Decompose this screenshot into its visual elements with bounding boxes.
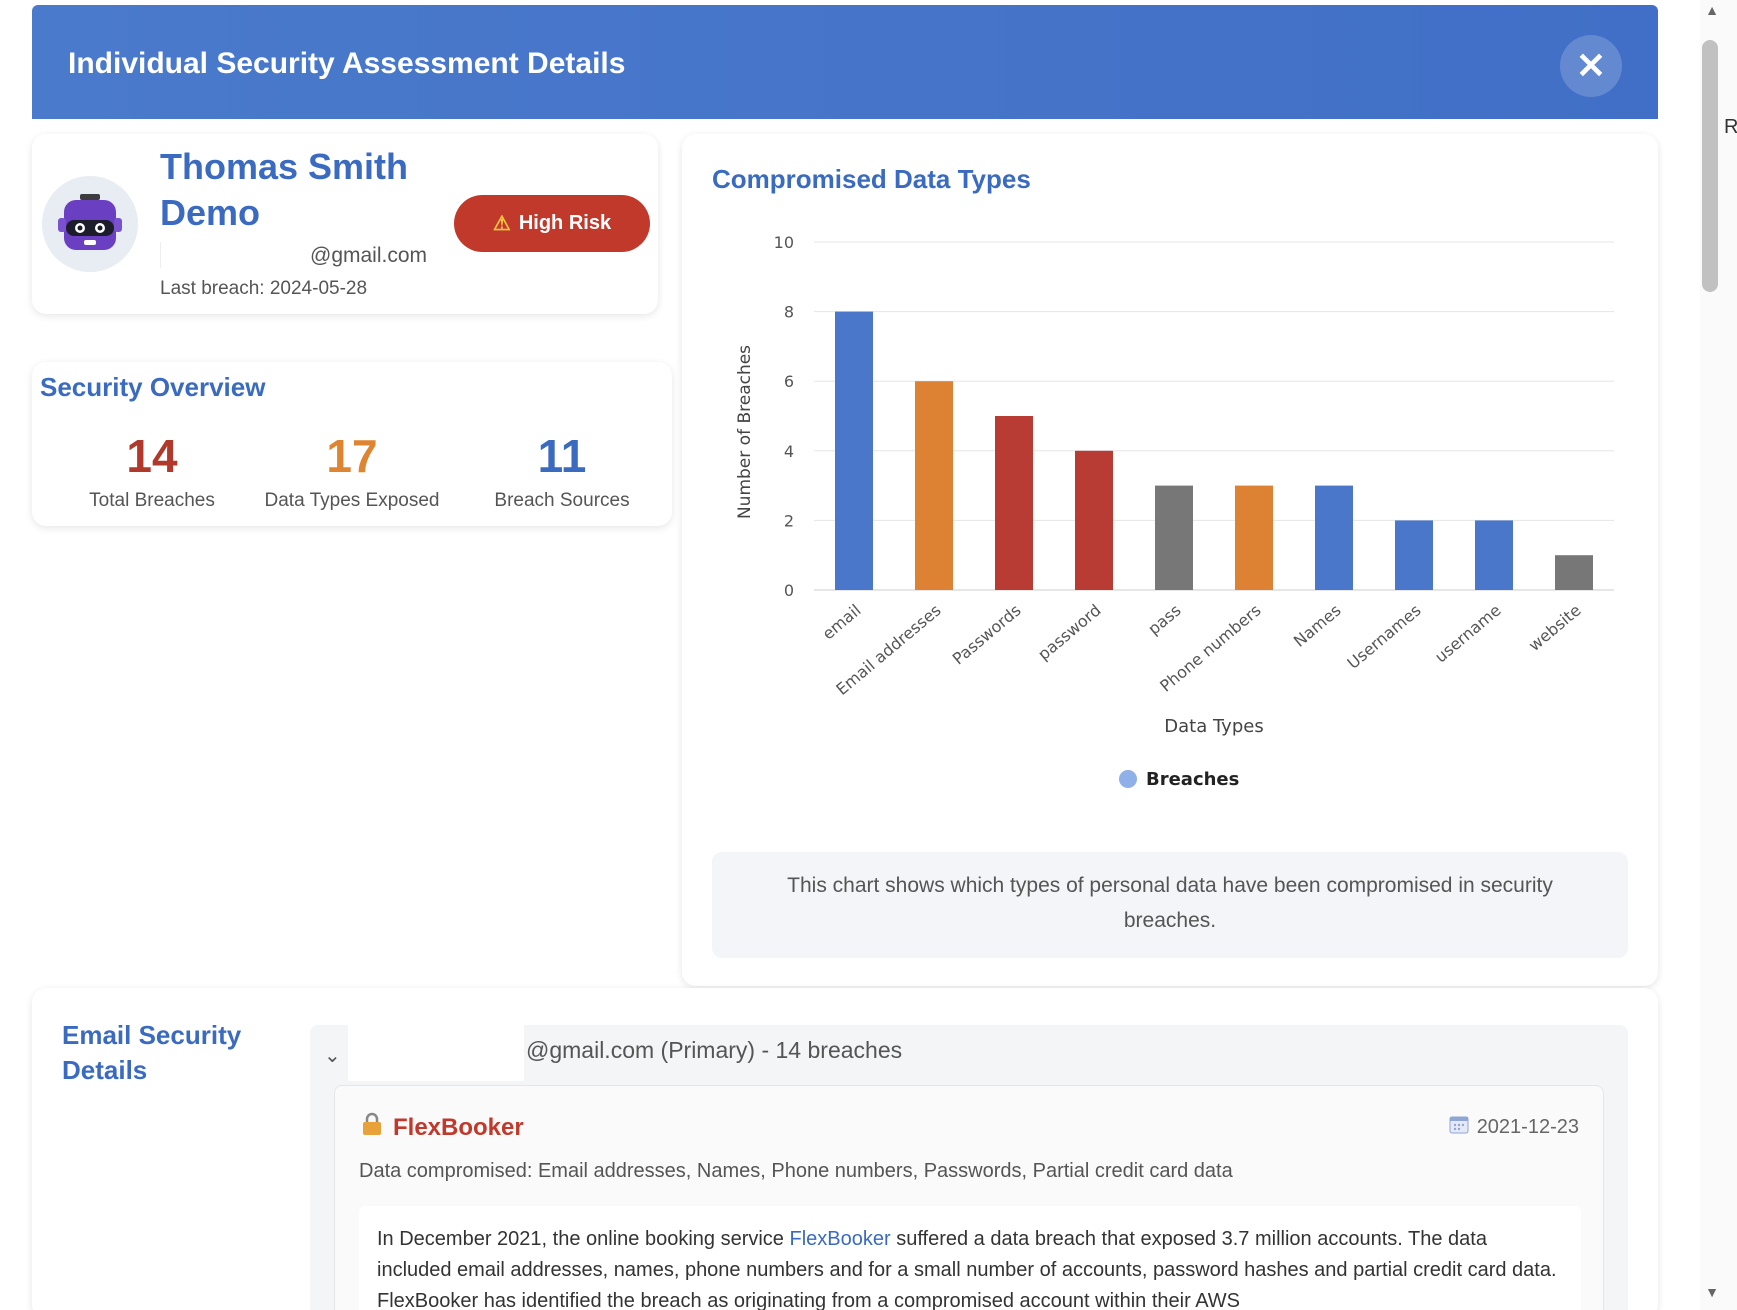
chart-title: Compromised Data Types (712, 164, 1031, 194)
profile-email: @gmail.com (160, 242, 464, 270)
chart-note: This chart shows which types of personal… (712, 852, 1628, 958)
legend-marker (1119, 770, 1137, 788)
x-axis-label: Data Types (1164, 716, 1263, 737)
robot-avatar-icon (42, 176, 138, 272)
bar (1555, 555, 1593, 590)
bar (1075, 450, 1113, 590)
compromised-data-chart-card: Compromised Data Types 0 2 4 6 8 10 email Email… (682, 134, 1658, 986)
x-tick-label: pass (1144, 601, 1184, 639)
x-tick-label: email (819, 601, 865, 644)
desc-after: suffered a data breach that exposed 3.7 … (377, 1228, 1557, 1310)
y-tick-label: 10 (774, 233, 794, 252)
x-tick-label: password (1034, 601, 1104, 664)
chevron-down-icon[interactable]: ⌄ (324, 1045, 341, 1067)
bar (1475, 520, 1513, 590)
stat-breach-sources: 11 Breach Sources (482, 430, 642, 512)
close-button[interactable]: ✕ (1560, 35, 1622, 97)
bar (1235, 485, 1273, 590)
y-tick-label: 8 (784, 303, 794, 322)
y-tick-label: 2 (784, 511, 794, 530)
email-security-card: Email Security Details ⌄ @gmail.com (Pri… (32, 988, 1658, 1310)
bar (1315, 485, 1353, 590)
account-email-redaction (348, 1025, 524, 1081)
stat-value: 14 (126, 430, 178, 482)
x-tick-label: website (1525, 601, 1585, 655)
warning-icon: ⚠ (492, 213, 511, 235)
x-tick-label: Names (1290, 601, 1345, 651)
bar (835, 311, 873, 590)
stat-data-types-exposed: 17 Data Types Exposed (252, 430, 452, 512)
background-edge-text: Ri (1724, 116, 1737, 138)
bar (995, 416, 1033, 590)
scroll-thumb[interactable] (1702, 40, 1718, 292)
breach-date: 2021-12-23 (1449, 1114, 1579, 1140)
bar (915, 381, 953, 590)
modal-header: Individual Security Assessment Details ✕ (32, 5, 1658, 119)
y-axis-label: Number of Breaches (735, 345, 755, 519)
breach-name: FlexBooker (361, 1112, 524, 1143)
stat-total-breaches: 14 Total Breaches (62, 430, 242, 512)
x-tick-label: username (1431, 601, 1504, 667)
calendar-icon (1449, 1114, 1469, 1140)
stat-value: 11 (537, 430, 587, 482)
breach-item: FlexBooker 2021-12-23 Data compromised: … (334, 1085, 1604, 1310)
email-account-panel: ⌄ @gmail.com (Primary) - 14 breaches Fle… (310, 1025, 1628, 1310)
modal-title: Individual Security Assessment Details (68, 47, 626, 80)
bar (1155, 485, 1193, 590)
breach-date-text: 2021-12-23 (1476, 1115, 1579, 1138)
y-tick-label: 0 (784, 581, 794, 600)
security-overview-card: Security Overview 14 Total Breaches 17 D… (32, 362, 672, 526)
avatar (42, 176, 138, 272)
overview-title: Security Overview (40, 372, 266, 402)
last-breach-date: Last breach: 2024-05-28 (160, 278, 368, 299)
breach-name-text: FlexBooker (393, 1113, 524, 1141)
profile-card: Thomas Smith Demo @gmail.com Last breach… (32, 134, 658, 314)
y-tick-label: 4 (784, 442, 794, 461)
legend-label: Breaches (1146, 769, 1239, 790)
scroll-up-arrow-icon[interactable]: ▲ (1705, 2, 1719, 18)
lock-icon (361, 1112, 383, 1143)
stat-value: 17 (326, 430, 378, 482)
risk-label: High Risk (518, 212, 612, 234)
risk-badge: ⚠ High Risk (454, 195, 650, 252)
breach-link[interactable]: FlexBooker (789, 1228, 891, 1250)
breach-data-compromised: Data compromised: Email addresses, Names… (359, 1160, 1233, 1182)
email-domain: @gmail.com (310, 244, 428, 267)
x-tick-label: Passwords (949, 601, 1025, 669)
profile-name: Thomas Smith Demo (160, 146, 409, 233)
y-tick-label: 6 (784, 372, 794, 391)
desc-before: In December 2021, the online booking ser… (377, 1228, 790, 1250)
x-tick-label: Usernames (1343, 601, 1424, 673)
bar (1395, 520, 1433, 590)
email-redaction (160, 242, 310, 268)
scroll-down-arrow-icon[interactable]: ▼ (1705, 1284, 1719, 1300)
stat-label: Total Breaches (89, 490, 215, 511)
email-security-title: Email Security Details (62, 1020, 242, 1085)
stat-label: Data Types Exposed (264, 490, 440, 511)
close-icon: ✕ (1575, 45, 1607, 86)
stat-label: Breach Sources (494, 490, 630, 511)
breach-description: In December 2021, the online booking ser… (359, 1206, 1581, 1310)
account-label[interactable]: @gmail.com (Primary) - 14 breaches (526, 1037, 903, 1063)
